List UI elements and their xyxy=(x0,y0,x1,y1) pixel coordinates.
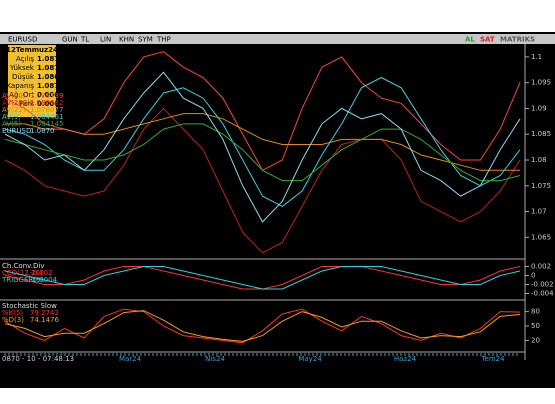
y-tick-label: 50 xyxy=(531,322,540,330)
chart-background xyxy=(0,32,555,388)
y-tick-label: 1.095 xyxy=(531,79,551,87)
series-line xyxy=(4,107,521,254)
time-label: Haz24 xyxy=(394,355,417,363)
series-line xyxy=(4,76,521,207)
y-tick-label: 1.1 xyxy=(531,53,542,61)
info-value: 1.0863 xyxy=(37,73,64,81)
toolbar-button[interactable]: MATRIKS xyxy=(500,36,535,44)
toolbar-button[interactable]: SYM xyxy=(138,36,153,44)
toolbar-button[interactable]: LIN xyxy=(100,36,111,44)
series-line xyxy=(4,308,521,344)
panel-title: Ch.Conv.Div xyxy=(2,262,44,270)
series-line xyxy=(4,310,521,342)
symbol[interactable]: EURUSD xyxy=(8,36,37,44)
legend-name: TRIGGER(9) xyxy=(1,276,44,284)
legend-value: 74.1476 xyxy=(30,316,59,324)
toolbar-button[interactable]: TL xyxy=(80,36,89,44)
series-line xyxy=(4,266,521,290)
y-tick-label: 0.002 xyxy=(531,263,551,271)
legend-name: AV(9) xyxy=(2,113,21,121)
legend-value: -0.0004 xyxy=(30,276,58,284)
legend-name: EURUSD xyxy=(2,127,31,135)
time-label: Tem24 xyxy=(480,355,505,363)
y-tick-label: -0.004 xyxy=(531,290,554,298)
info-value: 1.0870 xyxy=(37,82,64,90)
info-label: Kapanış xyxy=(6,82,34,90)
y-tick-label: 1.07 xyxy=(531,208,547,216)
legend-name: AV(200) xyxy=(2,99,30,107)
legend-name: %D(3) xyxy=(2,316,24,324)
info-value: 0.0000 xyxy=(37,91,64,99)
y-tick-label: 0 xyxy=(531,272,535,280)
y-tick-label: -0.002 xyxy=(531,281,554,289)
toolbar-button[interactable]: GUN xyxy=(62,36,78,44)
legend-value: 1.0870 xyxy=(30,127,55,135)
info-label: Ağ. Ort xyxy=(9,91,34,99)
info-label: Düşük xyxy=(12,73,35,81)
legend-value: 1.076077 xyxy=(30,106,63,114)
y-tick-label: 1.08 xyxy=(531,156,547,164)
legend-name: AV(50) xyxy=(2,92,26,100)
series-line xyxy=(5,113,520,171)
info-date: 12Temmuz24 xyxy=(6,46,58,54)
legend-name: %K(5) xyxy=(2,309,23,317)
toolbar-button[interactable]: AL xyxy=(465,36,475,44)
panel-title: Stochastic Slow xyxy=(2,302,57,310)
legend-name: AV(5) xyxy=(2,120,21,128)
legend-value: 1.080682 xyxy=(30,99,63,107)
legend-value: -0.002 xyxy=(30,269,53,277)
legend-value: 79.2742 xyxy=(30,309,59,317)
info-label: Fark xyxy=(19,100,35,108)
time-label: Nis24 xyxy=(205,355,225,363)
y-tick-label: 1.085 xyxy=(531,130,551,138)
toolbar-button[interactable]: SAT xyxy=(480,36,495,44)
y-tick-label: 1.075 xyxy=(531,182,551,190)
y-tick-label: 80 xyxy=(531,308,540,316)
info-value: 1.0879 xyxy=(37,64,64,72)
legend-value: 1.078739 xyxy=(30,92,63,100)
legend-value: 1.084145 xyxy=(30,120,63,128)
legend-name: CCD(12,26) xyxy=(2,269,43,277)
legend-value: 1.084461 xyxy=(30,113,63,121)
y-tick-label: 1.09 xyxy=(531,104,547,112)
legend-name: AV(22) xyxy=(2,106,26,114)
time-label: Mar24 xyxy=(119,355,142,363)
series-line xyxy=(4,123,521,182)
toolbar-button[interactable]: THP xyxy=(156,36,171,44)
info-label: Yüksek xyxy=(9,64,35,72)
info-label: Açılış xyxy=(16,55,34,63)
info-value: 0.0001 xyxy=(37,100,64,108)
info-box xyxy=(8,45,56,117)
series-line xyxy=(4,71,521,223)
y-tick-label: 1.065 xyxy=(531,233,551,241)
y-tick-label: 20 xyxy=(531,336,540,344)
toolbar-button[interactable]: KHN xyxy=(119,36,134,44)
toolbar xyxy=(0,34,555,44)
info-value: 1.0871 xyxy=(37,55,64,63)
time-label: May24 xyxy=(298,355,322,363)
status: 0870 - 10 - 07:48:13 xyxy=(2,355,74,363)
